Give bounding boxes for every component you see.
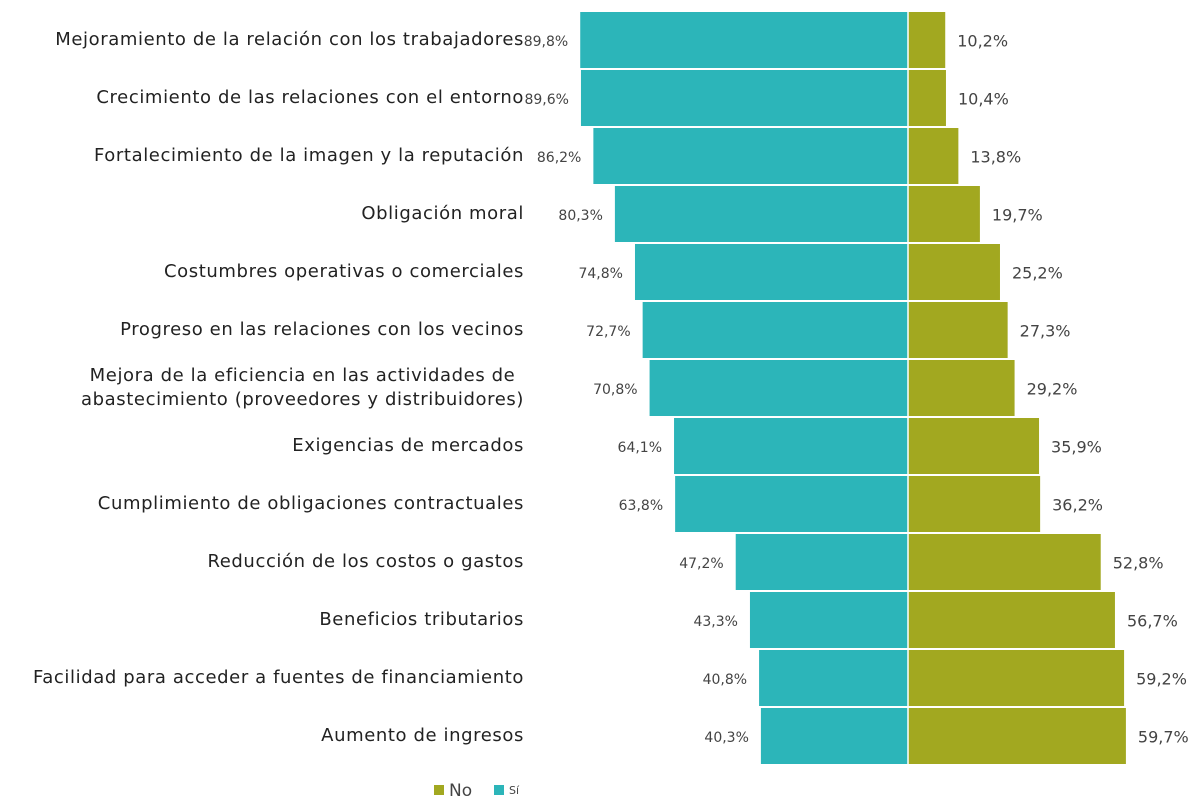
value-label: 70,8%	[593, 382, 637, 398]
bar	[908, 128, 959, 184]
value-label: 89,6%	[524, 92, 568, 108]
category-label: Aumento de ingresos	[321, 725, 524, 746]
value-label: 64,1%	[618, 440, 662, 456]
bar	[908, 360, 1015, 416]
category-label: Costumbres operativas o comerciales	[164, 261, 524, 282]
bar	[614, 186, 908, 242]
category-label: Reducción de los costos o gastos	[207, 551, 524, 572]
category-label: Exigencias de mercados	[292, 435, 524, 456]
category-label: Cumplimiento de obligaciones contractual…	[97, 493, 524, 514]
value-label: 40,8%	[703, 672, 747, 688]
value-label: 72,7%	[586, 324, 630, 340]
value-label: 59,7%	[1138, 728, 1189, 747]
bar	[593, 128, 908, 184]
bar	[735, 534, 908, 590]
legend-swatch	[494, 785, 504, 795]
legend-label: Sí	[509, 784, 520, 797]
value-label: 59,2%	[1136, 670, 1187, 689]
value-label: 80,3%	[558, 208, 602, 224]
category-label: Obligación moral	[361, 203, 524, 224]
bar	[649, 360, 908, 416]
bar	[908, 592, 1115, 648]
value-label: 13,8%	[970, 148, 1021, 167]
value-label: 40,3%	[704, 730, 748, 746]
bar	[908, 418, 1040, 474]
bar	[908, 244, 1000, 300]
category-label: Mejoramiento de la relación con los trab…	[55, 29, 524, 50]
value-label: 27,3%	[1020, 322, 1071, 341]
value-label: 89,8%	[524, 34, 568, 50]
value-label: 19,7%	[992, 206, 1043, 225]
bar	[760, 708, 908, 764]
value-label: 25,2%	[1012, 264, 1063, 283]
bar	[908, 70, 946, 126]
value-label: 52,8%	[1113, 554, 1164, 573]
value-label: 47,2%	[679, 556, 723, 572]
bar	[642, 302, 908, 358]
category-label: Beneficios tributarios	[319, 609, 524, 630]
value-label: 10,2%	[957, 32, 1008, 51]
bar	[759, 650, 908, 706]
bar	[908, 186, 980, 242]
bar	[908, 534, 1101, 590]
value-label: 36,2%	[1052, 496, 1103, 515]
bar	[908, 302, 1008, 358]
bar	[908, 12, 946, 68]
category-label: Facilidad para acceder a fuentes de fina…	[33, 667, 524, 688]
bar	[580, 12, 908, 68]
bar	[908, 708, 1126, 764]
category-label: Fortalecimiento de la imagen y la reputa…	[93, 145, 524, 166]
bar	[908, 476, 1041, 532]
bar	[674, 418, 908, 474]
value-label: 10,4%	[958, 90, 1009, 109]
value-label: 56,7%	[1127, 612, 1178, 631]
value-label: 35,9%	[1051, 438, 1102, 457]
value-label: 29,2%	[1027, 380, 1078, 399]
bar	[749, 592, 908, 648]
bar	[634, 244, 908, 300]
category-label: Mejora de la eficiencia en las actividad…	[81, 365, 524, 410]
value-label: 63,8%	[619, 498, 663, 514]
value-label: 43,3%	[693, 614, 737, 630]
legend-label: No	[449, 781, 472, 798]
bar	[675, 476, 908, 532]
category-label: Crecimiento de las relaciones con el ent…	[96, 87, 524, 108]
value-label: 74,8%	[578, 266, 622, 282]
category-label: Progreso en las relaciones con los vecin…	[120, 319, 524, 340]
bar	[580, 70, 908, 126]
bar	[908, 650, 1125, 706]
legend-swatch	[434, 785, 444, 795]
value-label: 86,2%	[537, 150, 581, 166]
